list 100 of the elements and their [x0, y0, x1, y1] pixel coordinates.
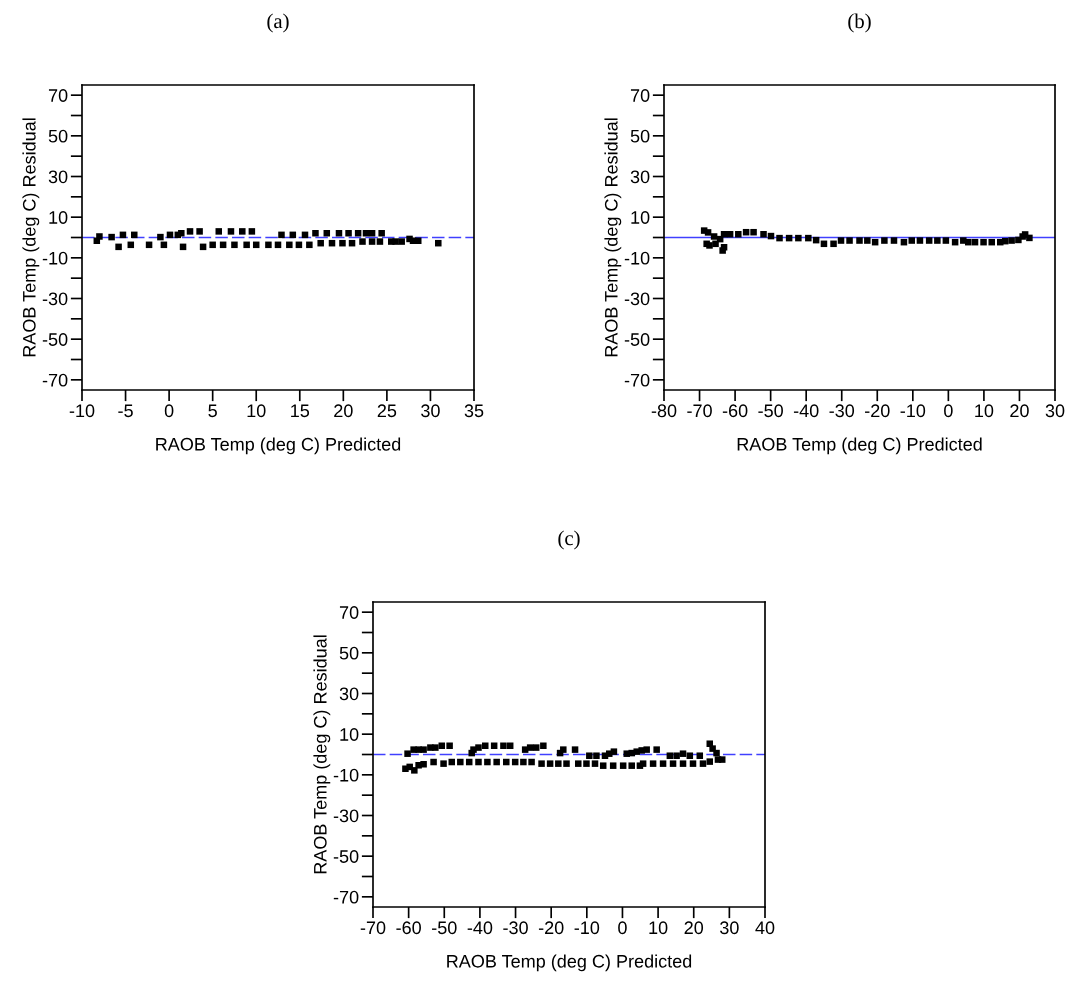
chart-title: (c)	[558, 530, 580, 550]
point	[157, 233, 164, 241]
point	[830, 240, 837, 248]
point	[980, 238, 987, 246]
y-tick-label: -10	[333, 768, 359, 782]
point	[942, 237, 950, 244]
point	[243, 241, 250, 249]
point	[704, 229, 712, 236]
x-tick-label: 10	[247, 404, 266, 418]
point	[720, 230, 728, 238]
y-tick-label: -50	[624, 333, 650, 346]
x-tick-label: 25	[377, 404, 397, 418]
point	[278, 231, 285, 239]
x-tick-label: -60	[396, 921, 421, 935]
x-tick-label: 40	[755, 921, 775, 935]
x-tick-label: -40	[793, 404, 819, 418]
y-tick-label: -30	[42, 292, 68, 306]
x-tick-label: 30	[720, 921, 739, 935]
y-tick-label: 30	[48, 170, 68, 184]
point	[286, 241, 293, 249]
y-tick-label: 30	[339, 687, 359, 701]
x-axis-title: RAOB Temp (deg C) Predicted	[447, 954, 692, 972]
point	[890, 237, 898, 244]
x-tick-label: 10	[975, 404, 994, 418]
point	[726, 230, 734, 238]
point	[837, 237, 845, 244]
point	[131, 231, 138, 239]
x-tick-label: -40	[467, 921, 493, 935]
y-tick-label: -70	[333, 890, 359, 904]
y-tick-label: 10	[631, 211, 650, 224]
x-tick-label: -50	[758, 404, 783, 418]
y-tick-label: 70	[339, 606, 359, 619]
x-tick-label: -20	[538, 921, 564, 935]
x-tick-label: 20	[334, 404, 353, 418]
point	[306, 241, 313, 249]
point	[239, 228, 246, 235]
point	[414, 237, 422, 245]
chart-title: (a)	[267, 13, 289, 33]
y-tick-label: 50	[630, 129, 650, 143]
x-tick-label: 20	[1010, 404, 1029, 418]
y-tick-label: 10	[49, 211, 68, 224]
point	[925, 237, 933, 244]
point	[710, 233, 718, 240]
x-tick-label: 30	[421, 404, 440, 418]
point	[398, 238, 405, 245]
y-tick-label: 50	[339, 646, 359, 660]
point	[248, 228, 256, 235]
y-axis-title: RAOB Temp (deg C) Residual	[22, 118, 40, 357]
point	[359, 238, 366, 245]
x-tick-label: 10	[649, 921, 668, 935]
point	[178, 229, 185, 237]
y-tick-label: 50	[48, 129, 68, 143]
point	[988, 238, 995, 246]
x-tick-label: -70	[687, 404, 712, 418]
point	[712, 240, 719, 248]
y-tick-label: -50	[42, 333, 68, 346]
x-axis-title: RAOB Temp (deg C) Predicted	[737, 437, 982, 455]
y-tick-label: -70	[42, 373, 68, 387]
point	[1026, 234, 1033, 242]
point	[265, 241, 272, 249]
x-tick-label: -60	[722, 404, 748, 418]
point	[846, 237, 853, 244]
point	[392, 238, 399, 245]
point	[1008, 237, 1015, 244]
chart-title: (b)	[848, 13, 871, 33]
x-tick-label: -5	[118, 404, 133, 418]
y-tick-label: -10	[624, 251, 650, 265]
point	[795, 234, 802, 242]
x-axis-title: RAOB Temp (deg C) Predicted	[156, 437, 401, 455]
y-tick-label: -10	[42, 251, 68, 265]
point	[312, 229, 319, 237]
y-tick-label: 70	[48, 89, 68, 102]
point	[805, 234, 812, 242]
x-tick-label: -10	[900, 404, 926, 418]
x-tick-label: 30	[1045, 404, 1065, 418]
point	[856, 237, 863, 244]
x-tick-label: 0	[618, 921, 627, 935]
x-tick-label: -30	[829, 404, 855, 418]
point	[760, 230, 767, 238]
point	[215, 228, 223, 235]
x-tick-label: -70	[360, 921, 386, 935]
point	[916, 237, 924, 244]
x-tick-label: -10	[69, 404, 95, 418]
x-tick-label: -20	[865, 404, 890, 418]
y-tick-label: -70	[624, 373, 650, 387]
y-tick-label: 10	[340, 728, 359, 741]
x-tick-label: -50	[432, 921, 457, 935]
x-tick-label: 35	[464, 404, 484, 418]
point	[108, 233, 115, 241]
x-tick-label: 0	[944, 404, 953, 418]
point	[776, 234, 783, 242]
x-tick-label: 15	[291, 404, 310, 418]
point	[965, 238, 972, 246]
point	[345, 229, 352, 237]
point	[376, 238, 384, 245]
point	[378, 229, 385, 237]
x-tick-label: 20	[684, 921, 704, 935]
point	[881, 237, 888, 244]
point	[317, 239, 324, 247]
y-tick-label: 70	[630, 89, 650, 102]
